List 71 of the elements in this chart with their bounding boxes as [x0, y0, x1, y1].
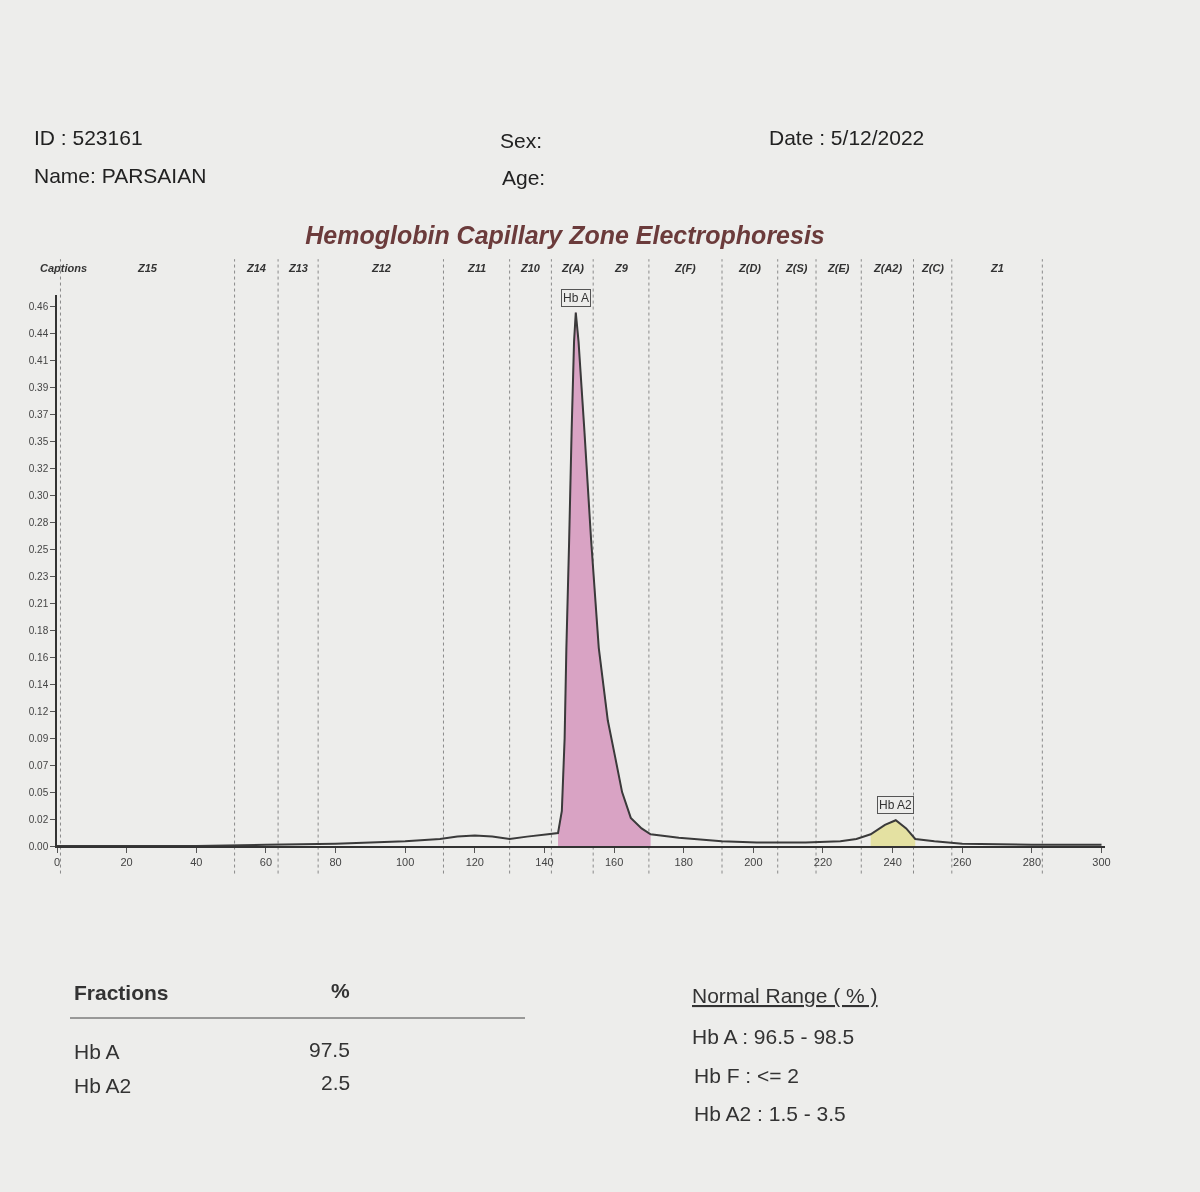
annotation: Hb A2: [879, 798, 913, 812]
y-tick-label: 0.16: [28, 651, 49, 663]
text: Z(A): [561, 262, 585, 274]
y-tick-label: 0.39: [28, 382, 49, 394]
text: Fractions: [74, 981, 169, 1004]
y-tick-label: 0.12: [28, 705, 49, 717]
text: Z(F): [674, 262, 697, 274]
text: Z15: [137, 262, 158, 274]
y-tick-label: 0.18: [28, 624, 49, 636]
text: Date : 5/12/2022: [769, 126, 925, 149]
y-tick-label: 0.00: [28, 840, 49, 852]
text: Z(D): [738, 262, 762, 274]
x-tick-label: 220: [813, 855, 833, 868]
chart-title: Hemoglobin Capillary Zone Electrophoresis: [305, 220, 825, 249]
text: Z13: [288, 262, 308, 274]
x-tick-label: 100: [395, 855, 415, 868]
y-tick-label: 0.46: [28, 301, 49, 313]
text: Z(S): [785, 262, 808, 274]
x-tick-label: 80: [329, 855, 342, 868]
text: Hb A: [74, 1040, 120, 1063]
x-tick-label: 0: [53, 855, 61, 868]
x-tick-label: 280: [1022, 855, 1042, 868]
text: Name: PARSAIAN: [34, 164, 207, 187]
y-tick-label: 0.09: [28, 732, 49, 744]
text: Z1: [990, 262, 1004, 274]
x-tick-label: 60: [259, 855, 273, 868]
text: Z11: [467, 262, 487, 274]
annotation: Hb A: [563, 291, 590, 305]
x-tick-label: 300: [1092, 855, 1111, 868]
text: 2.5: [321, 1071, 351, 1094]
x-tick-label: 200: [744, 855, 763, 868]
text: Z(E): [827, 262, 850, 274]
text: Hb A2 : 1.5 - 3.5: [694, 1102, 846, 1125]
text: Hb A : 96.5 - 98.5: [692, 1025, 855, 1048]
text: Age:: [502, 166, 546, 189]
text: Z(A2): [873, 262, 903, 274]
y-tick-label: 0.14: [28, 678, 49, 690]
text: Z14: [246, 262, 266, 274]
x-tick-label: 180: [674, 855, 693, 868]
y-tick-label: 0.30: [28, 489, 49, 501]
text: Z9: [614, 262, 629, 274]
y-tick-label: 0.32: [28, 463, 49, 475]
y-tick-label: 0.23: [28, 570, 49, 582]
y-tick-label: 0.07: [28, 759, 49, 771]
text: Hb A2: [74, 1074, 132, 1097]
x-tick-label: 120: [465, 855, 484, 868]
y-tick-label: 0.44: [28, 328, 49, 340]
x-tick-label: 260: [953, 855, 972, 868]
text: 97.5: [309, 1038, 350, 1061]
y-tick-label: 0.35: [28, 436, 49, 448]
x-tick-label: 40: [190, 855, 203, 868]
y-tick-label: 0.02: [28, 813, 49, 825]
y-tick-label: 0.37: [28, 409, 49, 421]
text: Z12: [371, 262, 391, 274]
y-tick-label: 0.28: [28, 516, 49, 528]
y-tick-label: 0.21: [28, 597, 49, 609]
x-tick-label: 160: [604, 855, 624, 868]
text: Z10: [520, 262, 541, 274]
text: ID : 523161: [34, 126, 143, 149]
x-tick-label: 240: [883, 855, 902, 868]
text: Normal Range ( % ): [692, 984, 878, 1007]
y-tick-label: 0.25: [28, 543, 49, 555]
y-tick-label: 0.05: [28, 786, 49, 798]
text: Sex:: [500, 129, 543, 152]
x-tick-label: 20: [120, 855, 133, 868]
text: Z(C): [921, 262, 945, 274]
x-tick-label: 140: [535, 855, 554, 868]
y-tick-label: 0.41: [28, 355, 49, 367]
text: %: [331, 979, 350, 1002]
text: Hb F : <= 2: [694, 1064, 800, 1087]
text: Captions: [40, 262, 88, 274]
